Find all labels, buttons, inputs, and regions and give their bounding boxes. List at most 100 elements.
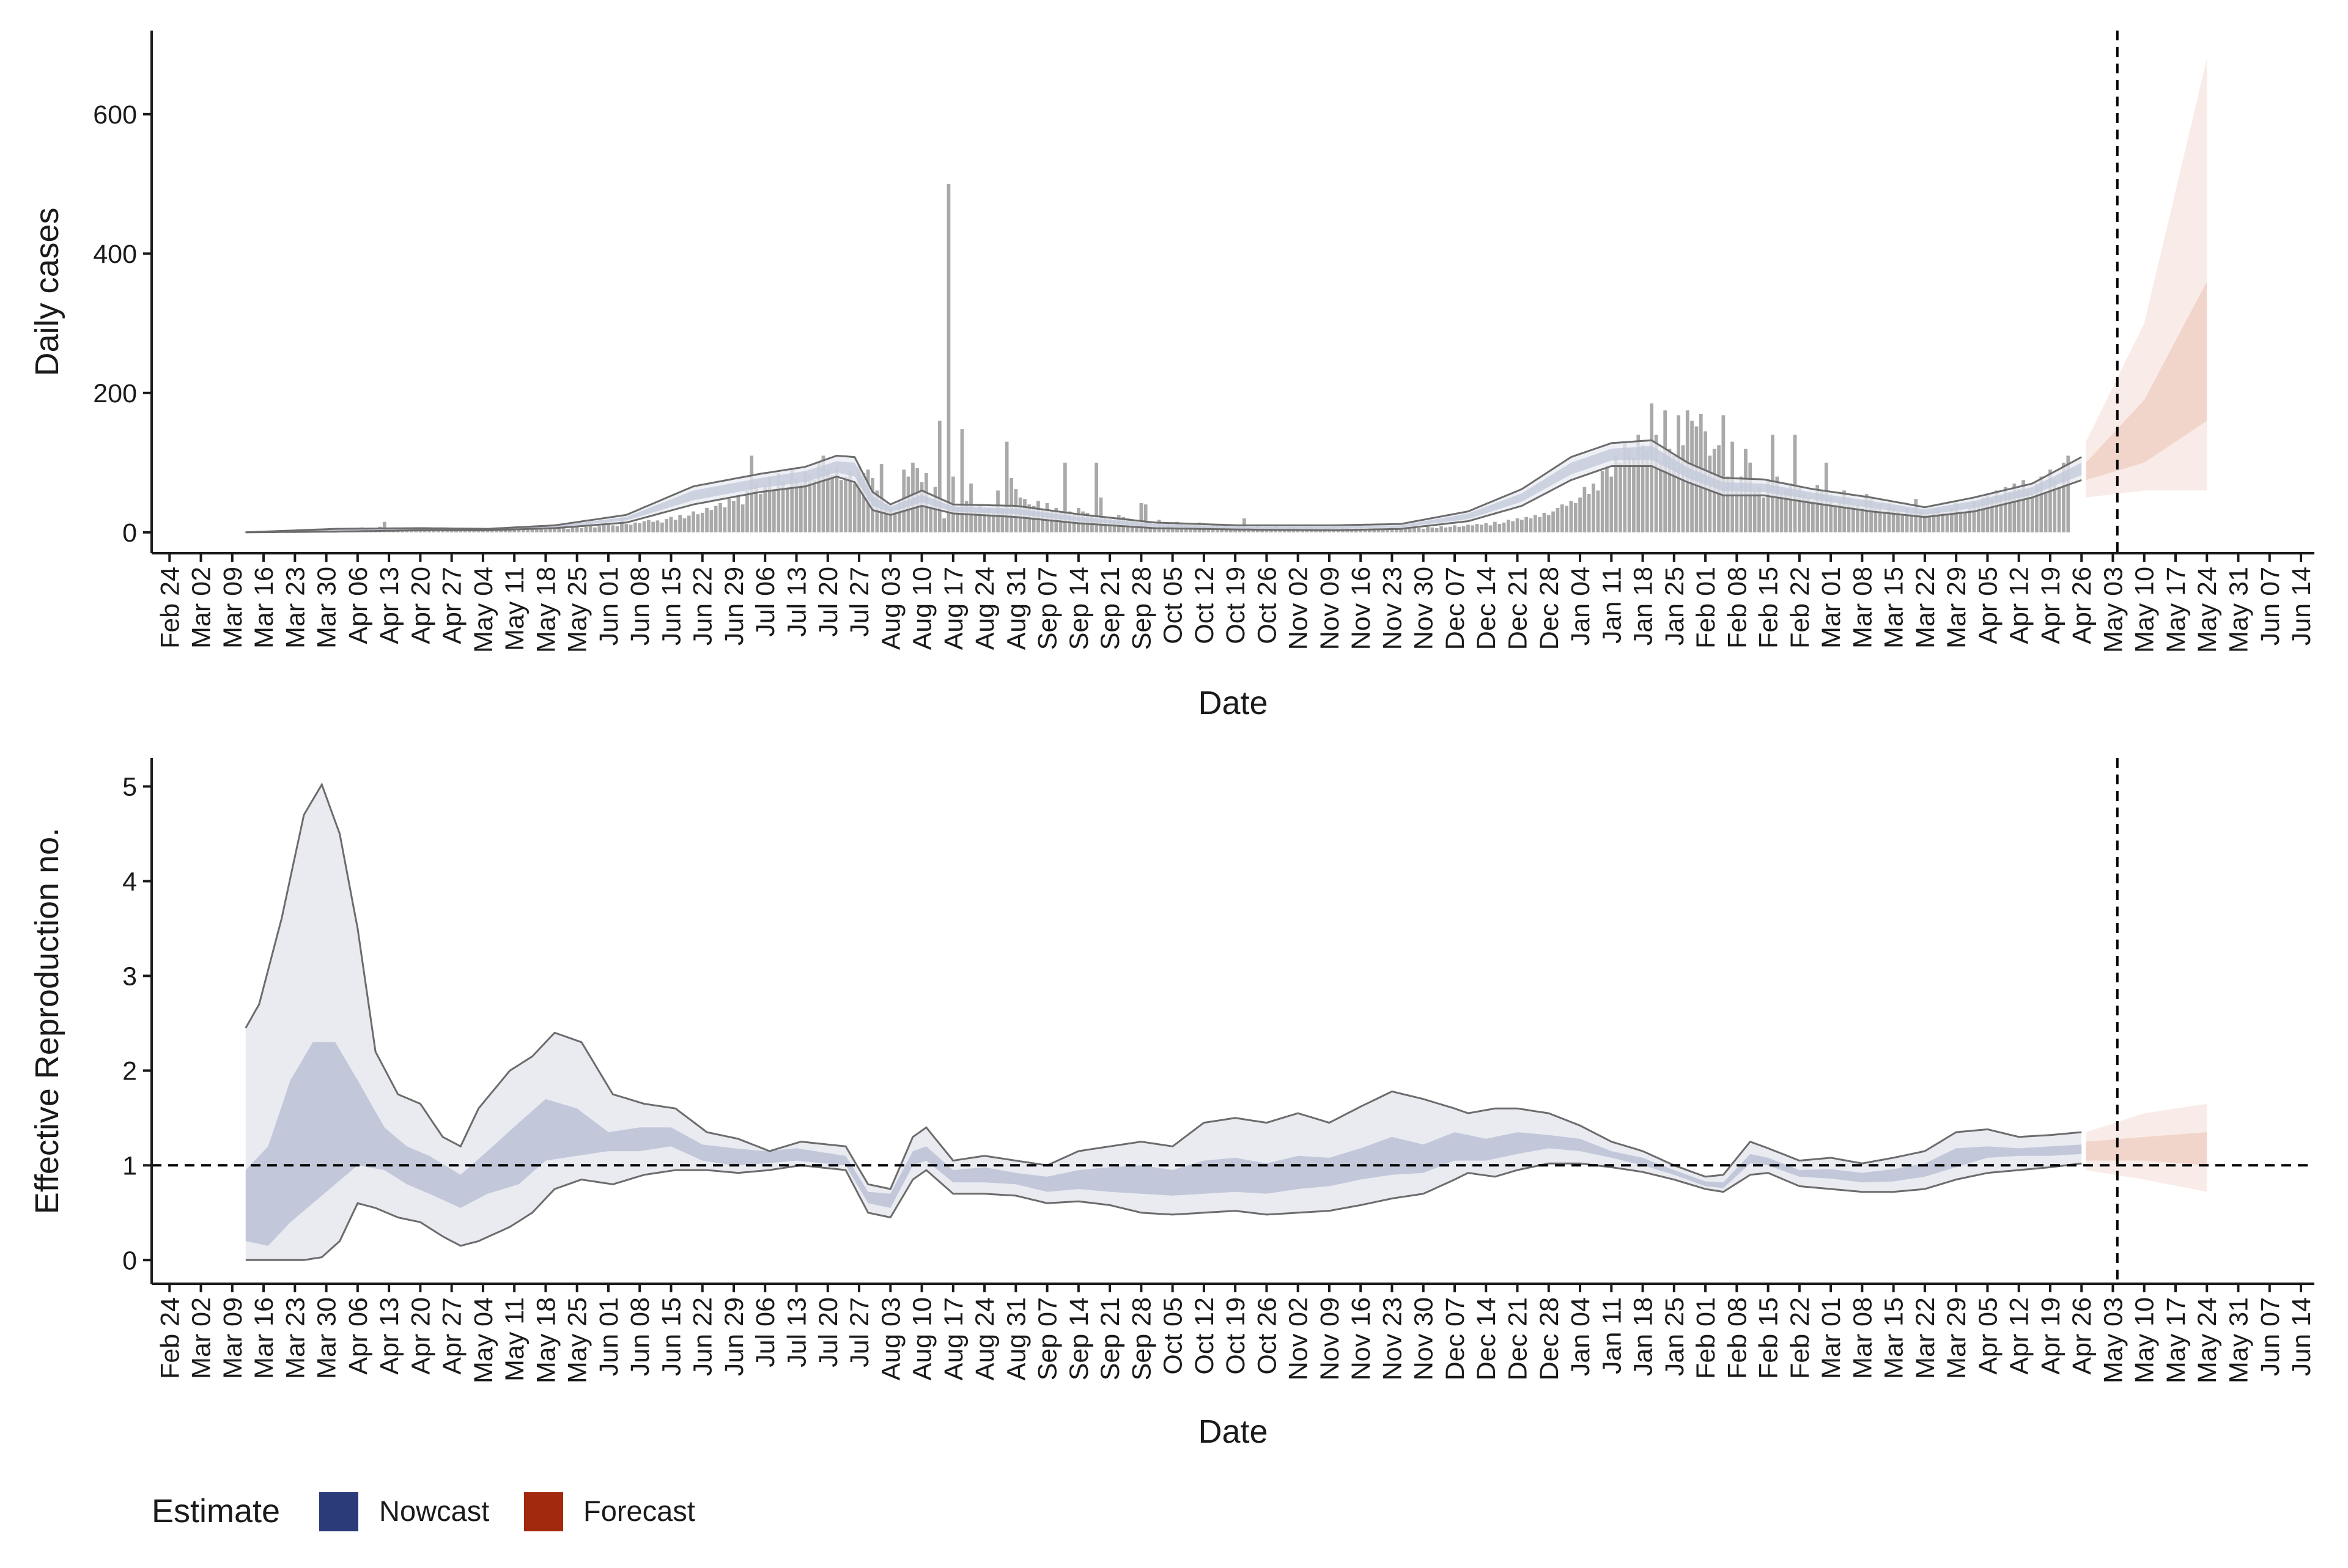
case-bar (1936, 507, 1940, 532)
case-bar (1381, 529, 1385, 532)
nowcast-inner-band (245, 1042, 2082, 1246)
x-tick-label: Jan 04 (1566, 1297, 1595, 1376)
case-bar (642, 521, 646, 532)
x-tick-label: Jul 20 (814, 567, 843, 637)
x-tick-label: Feb 01 (1691, 567, 1721, 649)
case-bar (808, 475, 812, 532)
case-bar (1493, 521, 1497, 532)
case-bar (2030, 494, 2034, 532)
x-tick-label: Jun 07 (2256, 567, 2285, 646)
x-tick-label: May 25 (563, 1297, 593, 1383)
case-bar (790, 468, 794, 532)
case-bar (1609, 476, 1614, 532)
case-bar (767, 476, 772, 532)
case-bar (597, 526, 602, 532)
case-bar (624, 524, 629, 532)
case-bar (830, 475, 834, 532)
x-tick-label: Jan 11 (1597, 567, 1626, 644)
case-bar (660, 522, 664, 532)
x-tick-label: Jun 14 (2287, 567, 2316, 646)
case-bar (508, 529, 512, 532)
case-bar (1789, 484, 1793, 532)
case-bar (2066, 455, 2070, 532)
x-tick-label: Jan 04 (1566, 567, 1595, 646)
case-bar (495, 531, 498, 532)
case-bar (588, 525, 593, 532)
case-bar (1968, 507, 1972, 532)
case-bar (786, 487, 789, 532)
x-tick-label: Apr 12 (2005, 1297, 2034, 1375)
x-tick-label: Aug 10 (908, 1297, 937, 1380)
case-bar (1403, 526, 1408, 532)
case-bar (472, 530, 476, 532)
case-bar (2012, 484, 2017, 532)
x-tick-label: Jan 18 (1629, 1297, 1658, 1376)
case-bar (1856, 504, 1859, 532)
x-tick-label: May 11 (500, 1297, 530, 1382)
case-bar (1408, 529, 1412, 532)
case-bar (1139, 502, 1143, 532)
case-bar (857, 466, 861, 532)
case-bar (1932, 511, 1936, 532)
case-bar (772, 490, 776, 532)
case-bar (530, 529, 534, 532)
case-bar (1573, 502, 1578, 532)
bar-series (243, 183, 2070, 532)
x-tick-label: Nov 16 (1346, 1297, 1376, 1380)
x-tick-label: Sep 28 (1127, 1297, 1156, 1380)
case-bar (973, 511, 978, 532)
y-tick-label: 2 (122, 1056, 137, 1086)
case-bar (2017, 489, 2021, 532)
x-tick-label: Sep 14 (1065, 567, 1094, 650)
case-bar (1659, 462, 1663, 532)
x-tick-label: Jun 22 (689, 1297, 718, 1376)
case-bar (1596, 490, 1600, 532)
x-tick-label: Aug 03 (876, 1297, 906, 1380)
case-bar (1891, 507, 1896, 532)
x-tick-label: Sep 21 (1096, 1297, 1125, 1380)
case-bar (1592, 484, 1595, 532)
case-bar (1815, 485, 1820, 532)
case-bar (1515, 518, 1519, 532)
x-tick-label: Mar 22 (1911, 567, 1940, 649)
case-bar (991, 512, 995, 532)
case-bar (1480, 525, 1483, 532)
case-bar (1941, 512, 1945, 532)
x-tick-label: May 24 (2193, 567, 2222, 653)
case-bar (575, 526, 579, 532)
case-bar (1869, 497, 1873, 532)
case-bar (1820, 490, 1824, 532)
case-bar (835, 466, 839, 532)
nowcast-outer-band (245, 440, 2082, 532)
case-bar (1878, 504, 1882, 532)
legend-swatch-nowcast (319, 1492, 358, 1531)
case-bar (1927, 517, 1932, 532)
case-bar (956, 507, 960, 532)
x-tick-label: Aug 17 (939, 567, 969, 650)
case-bar (893, 511, 897, 532)
x-tick-label: Oct 12 (1190, 567, 1219, 644)
case-bar (1363, 529, 1367, 532)
x-tick-label: Jul 20 (814, 1297, 843, 1367)
case-bar (718, 502, 722, 532)
x-tick-label: Nov 23 (1378, 1297, 1407, 1380)
case-bar (1005, 441, 1009, 532)
case-bar (396, 531, 400, 532)
case-bar (1667, 449, 1672, 532)
x-tick-label: May 17 (2162, 567, 2191, 653)
x-tick-label: Feb 22 (1785, 567, 1815, 649)
x-tick-label: Jul 13 (783, 1297, 812, 1367)
case-bar (732, 501, 736, 532)
case-bar (1959, 511, 1963, 532)
x-tick-label: Jul 06 (751, 1297, 780, 1367)
x-tick-label: Aug 10 (908, 567, 937, 650)
case-bar (1560, 504, 1564, 532)
case-bar (1569, 501, 1573, 532)
x-tick-label: Mar 02 (187, 1297, 216, 1379)
case-bar (2057, 487, 2061, 532)
case-bar (1542, 512, 1546, 532)
case-bar (607, 525, 610, 532)
case-bar (987, 507, 991, 532)
case-bar (655, 520, 660, 532)
